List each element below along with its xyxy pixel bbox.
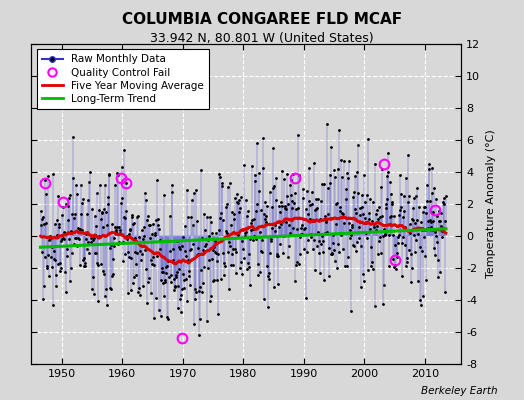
Text: Berkeley Earth: Berkeley Earth: [421, 386, 498, 396]
Legend: Raw Monthly Data, Quality Control Fail, Five Year Moving Average, Long-Term Tren: Raw Monthly Data, Quality Control Fail, …: [37, 49, 209, 109]
Text: COLUMBIA CONGAREE FLD MCAF: COLUMBIA CONGAREE FLD MCAF: [122, 12, 402, 27]
Text: 33.942 N, 80.801 W (United States): 33.942 N, 80.801 W (United States): [150, 32, 374, 45]
Y-axis label: Temperature Anomaly (°C): Temperature Anomaly (°C): [486, 130, 496, 278]
